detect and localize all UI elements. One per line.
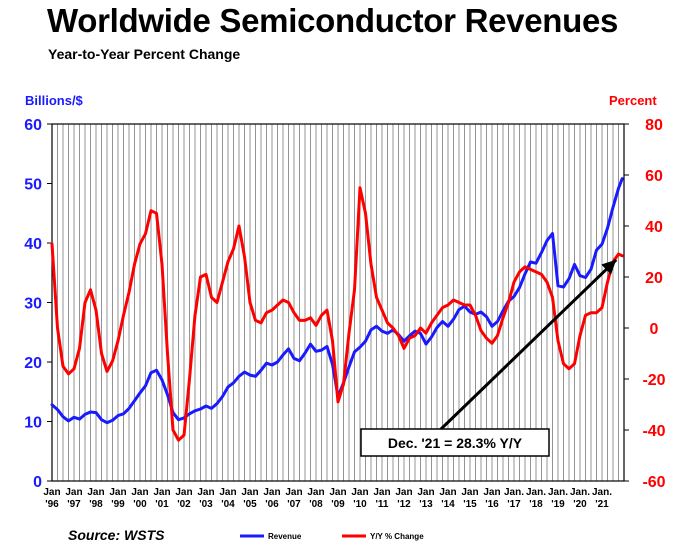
series-line-y-y-change xyxy=(50,186,624,442)
left-tick-label: 40 xyxy=(24,236,42,253)
x-tick-label-year: '03 xyxy=(199,499,213,510)
x-tick-label-month: Jan xyxy=(43,487,60,498)
annotation-arrow-line xyxy=(438,258,618,432)
x-tick-label-year: '00 xyxy=(133,499,147,510)
left-tick-label: 10 xyxy=(24,415,42,432)
x-tick-label-month: Jan xyxy=(439,487,456,498)
x-tick-label-year: '14 xyxy=(441,499,455,510)
x-tick-label-month: Jan. xyxy=(548,487,568,498)
x-tick-label-month: Jan xyxy=(307,487,324,498)
x-tick-label-year: '06 xyxy=(265,499,279,510)
right-axis-label: Percent xyxy=(609,93,657,108)
x-tick-label-year: '18 xyxy=(529,499,543,510)
x-tick-label-year: '05 xyxy=(243,499,257,510)
x-tick-label-year: '09 xyxy=(331,499,345,510)
x-tick-label-year: '20 xyxy=(573,499,587,510)
right-tick-label: 80 xyxy=(645,117,663,134)
chart-subtitle: Year-to-Year Percent Change xyxy=(48,46,241,62)
left-tick-label: 60 xyxy=(24,117,42,134)
right-tick-label: 0 xyxy=(650,321,659,338)
left-tick-label: 20 xyxy=(24,355,42,372)
x-tick-label-month: Jan xyxy=(241,487,258,498)
left-axis-label: Billions/$ xyxy=(25,93,83,108)
x-tick-label-year: '15 xyxy=(463,499,477,510)
vertical-grid xyxy=(51,124,625,481)
right-tick-label: -60 xyxy=(642,474,665,491)
x-tick-label-month: Jan xyxy=(351,487,368,498)
chart-title: Worldwide Semiconductor Revenues xyxy=(47,2,619,39)
x-tick-label-year: '96 xyxy=(45,499,59,510)
x-tick-label-month: Jan xyxy=(197,487,214,498)
x-tick-label-year: '02 xyxy=(177,499,191,510)
x-tick-label-year: '98 xyxy=(89,499,103,510)
x-tick-label-month: Jan xyxy=(483,487,500,498)
annotation-box xyxy=(360,428,550,457)
x-tick-label-year: '07 xyxy=(287,499,301,510)
right-tick-label: 60 xyxy=(645,168,663,185)
x-tick-label-month: Jan xyxy=(395,487,412,498)
x-tick-label-month: Jan xyxy=(285,487,302,498)
x-tick-label-month: Jan. xyxy=(526,487,546,498)
x-tick-label-month: Jan xyxy=(417,487,434,498)
x-tick-label-month: Jan. xyxy=(504,487,524,498)
left-tick-label: 0 xyxy=(33,474,42,491)
x-tick-label-year: '11 xyxy=(376,499,389,510)
x-tick-label-year: '21 xyxy=(595,499,609,510)
legend-label-revenue: Revenue xyxy=(268,532,302,541)
x-tick-label-month: Jan. xyxy=(570,487,590,498)
x-tick-label-month: Jan xyxy=(263,487,280,498)
x-tick-label-month: Jan. xyxy=(592,487,612,498)
right-tick-label: 20 xyxy=(645,270,663,287)
x-tick-label-year: '19 xyxy=(551,499,565,510)
x-tick-label-month: Jan xyxy=(109,487,126,498)
x-tick-label-month: Jan xyxy=(65,487,82,498)
x-tick-label-year: '04 xyxy=(221,499,235,510)
annotation-text: Dec. '21 = 28.3% Y/Y xyxy=(388,435,523,451)
x-tick-label-month: Jan xyxy=(219,487,236,498)
x-tick-label-year: '12 xyxy=(397,499,411,510)
left-tick-label: 30 xyxy=(24,296,42,313)
annotation-arrow-head xyxy=(601,259,617,275)
legend-label-y-y-change: Y/Y % Change xyxy=(370,532,424,541)
x-tick-label-month: Jan xyxy=(153,487,170,498)
source-note: Source: WSTS xyxy=(68,527,165,543)
x-tick-label-month: Jan xyxy=(329,487,346,498)
x-tick-label-month: Jan xyxy=(461,487,478,498)
x-tick-label-year: '16 xyxy=(485,499,499,510)
x-tick-label-year: '99 xyxy=(111,499,125,510)
x-tick-label-year: '10 xyxy=(353,499,367,510)
x-tick-label-year: '97 xyxy=(67,499,81,510)
left-tick-label: 50 xyxy=(24,177,42,194)
x-tick-label-month: Jan xyxy=(175,487,192,498)
x-tick-label-year: '17 xyxy=(507,499,521,510)
x-tick-label-month: Jan xyxy=(131,487,148,498)
x-tick-label-month: Jan xyxy=(87,487,104,498)
right-tick-label: -20 xyxy=(642,372,665,389)
right-tick-label: 40 xyxy=(645,219,663,236)
x-tick-label-year: '01 xyxy=(155,499,169,510)
x-tick-label-year: '13 xyxy=(419,499,433,510)
x-tick-label-year: '08 xyxy=(309,499,323,510)
right-tick-label: -40 xyxy=(642,423,665,440)
x-tick-label-month: Jan xyxy=(373,487,390,498)
